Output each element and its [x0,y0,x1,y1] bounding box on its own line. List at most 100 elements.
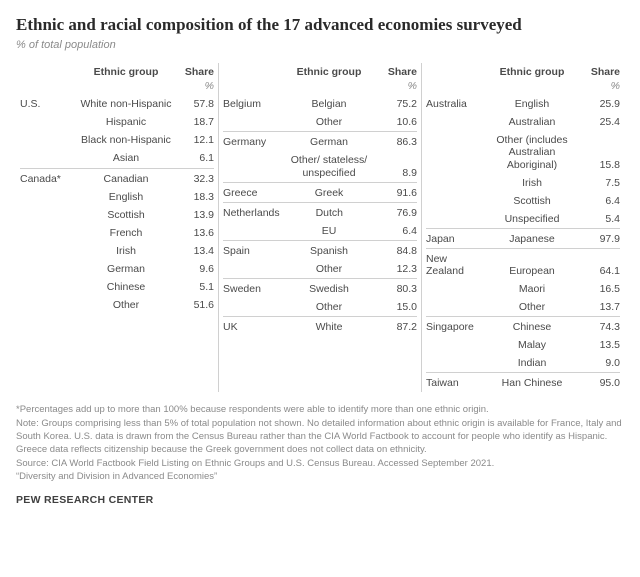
table-row: Scottish6.4 [426,192,620,210]
group-cell: Australian [482,116,582,128]
country-cell: Australia [426,98,482,110]
group-cell: EU [279,225,379,237]
table-row: Other13.7 [426,298,620,316]
group-cell: Other (includes Australian Aboriginal) [482,134,582,170]
note-line: “Diversity and Division in Advanced Econ… [16,471,624,484]
table-row: New ZealandEuropean64.1 [426,248,620,280]
table-row: French13.6 [20,224,214,242]
group-cell: Belgian [279,98,379,110]
share-cell: 5.1 [176,281,214,293]
share-cell: 6.4 [582,195,620,207]
table-row: Other10.6 [223,113,417,131]
header-country [20,66,76,78]
header-share: Share [176,66,214,78]
group-cell: Other [76,299,176,311]
table-row: BelgiumBelgian75.2 [223,95,417,113]
country-cell: Netherlands [223,207,280,219]
note-line: *Percentages add up to more than 100% be… [16,404,624,417]
group-cell: German [76,263,176,275]
group-cell: Other [279,116,379,128]
notes-block: *Percentages add up to more than 100% be… [16,404,624,484]
note-line: Note: Groups comprising less than 5% of … [16,418,624,456]
share-cell: 13.7 [582,301,620,313]
table-row: Other51.6 [20,296,214,314]
table-columns: Ethnic groupShare% U.S.White non-Hispanic… [16,63,624,392]
percent-label: % [379,80,417,92]
group-cell: Swedish [279,283,379,295]
group-cell: Hispanic [76,116,176,128]
table-row: JapanJapanese97.9 [426,228,620,248]
share-cell: 6.1 [176,152,214,164]
table-row: Chinese5.1 [20,278,214,296]
table-row: Irish7.5 [426,174,620,192]
table-row: English18.3 [20,188,214,206]
group-cell: Han Chinese [482,377,582,389]
country-cell: Canada* [20,173,76,185]
table-row: Maori16.5 [426,280,620,298]
group-cell: Canadian [76,173,176,185]
table-row: UKWhite87.2 [223,316,417,336]
share-cell: 75.2 [379,98,417,110]
group-cell: White non-Hispanic [76,98,176,110]
group-cell: White [279,321,379,333]
table-row: NetherlandsDutch76.9 [223,202,417,222]
share-cell: 51.6 [176,299,214,311]
header-country [426,66,482,78]
share-cell: 13.4 [176,245,214,257]
share-cell: 32.3 [176,173,214,185]
group-cell: Other [279,263,379,275]
table-row: Other15.0 [223,298,417,316]
share-cell: 7.5 [582,177,620,189]
percent-label: % [582,80,620,92]
share-cell: 6.4 [379,225,417,237]
header-group: Ethnic group [76,66,176,78]
country-cell: Sweden [223,283,279,295]
group-cell: Spanish [279,245,379,257]
share-cell: 80.3 [379,283,417,295]
column-header: Ethnic groupShare [223,63,417,80]
share-cell: 64.1 [582,265,620,277]
group-cell: Scottish [76,209,176,221]
group-cell: German [279,136,379,148]
group-cell: Black non-Hispanic [76,134,176,146]
table-row: Malay13.5 [426,336,620,354]
table-row: U.S.White non-Hispanic57.8 [20,95,214,113]
table-row: Canada*Canadian32.3 [20,168,214,188]
table-column: Ethnic groupShare%BelgiumBelgian75.2Othe… [218,63,421,392]
country-cell: Japan [426,233,482,245]
share-cell: 95.0 [582,377,620,389]
share-cell: 15.8 [582,159,620,171]
country-cell: Taiwan [426,377,482,389]
share-cell: 13.6 [176,227,214,239]
country-cell: Belgium [223,98,279,110]
share-cell: 15.0 [379,301,417,313]
group-cell: English [482,98,582,110]
table-column: Ethnic groupShare%U.S.White non-Hispanic… [16,63,218,392]
group-cell: Irish [482,177,582,189]
share-cell: 25.9 [582,98,620,110]
share-cell: 76.9 [379,207,417,219]
group-cell: Unspecified [482,213,582,225]
share-cell: 12.3 [379,263,417,275]
group-cell: Chinese [482,321,582,333]
group-cell: Greek [279,187,379,199]
share-cell: 18.7 [176,116,214,128]
share-cell: 91.6 [379,187,417,199]
country-cell: Spain [223,245,279,257]
table-row: Indian9.0 [426,354,620,372]
group-cell: Other [279,301,379,313]
country-cell: UK [223,321,279,333]
table-row: SwedenSwedish80.3 [223,278,417,298]
note-line: Source: CIA World Factbook Field Listing… [16,458,624,471]
table-row: Hispanic18.7 [20,113,214,131]
share-cell: 18.3 [176,191,214,203]
table-row: TaiwanHan Chinese95.0 [426,372,620,392]
table-row: Other/ stateless/ unspecified8.9 [223,151,417,181]
group-cell: European [482,265,582,277]
group-cell: Indian [482,357,582,369]
column-header: Ethnic groupShare [20,63,214,80]
table-row: Unspecified5.4 [426,210,620,228]
title: Ethnic and racial composition of the 17 … [16,14,624,35]
group-cell: Maori [482,283,582,295]
table-row: EU6.4 [223,222,417,240]
